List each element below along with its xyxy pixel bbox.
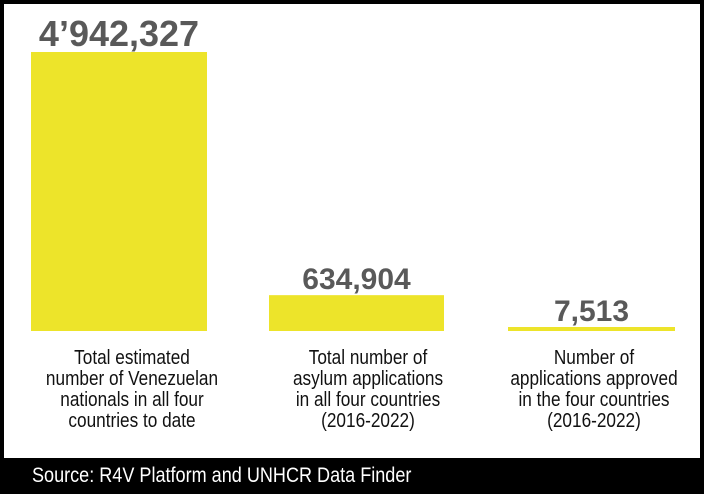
chart-panel: 4’942,327 634,904 7,513 Total estimated nu… (4, 4, 700, 458)
bar-1 (31, 52, 207, 331)
category-label-2: Total number of asylum applications in a… (292, 347, 444, 432)
value-label-3: 7,513 (554, 295, 629, 328)
source-note: Source: R4V Platform and UNHCR Data Find… (32, 464, 412, 487)
category-label-1: Total estimated number of Venezuelan nat… (45, 347, 219, 432)
category-label-3: Number of applications approved in the f… (510, 347, 678, 432)
value-label-2: 634,904 (302, 263, 411, 296)
value-label-1: 4’942,327 (39, 13, 199, 54)
bar-2 (269, 295, 444, 331)
bar-3 (508, 327, 675, 331)
bar-chart: 4’942,327 634,904 7,513 (31, 13, 675, 331)
